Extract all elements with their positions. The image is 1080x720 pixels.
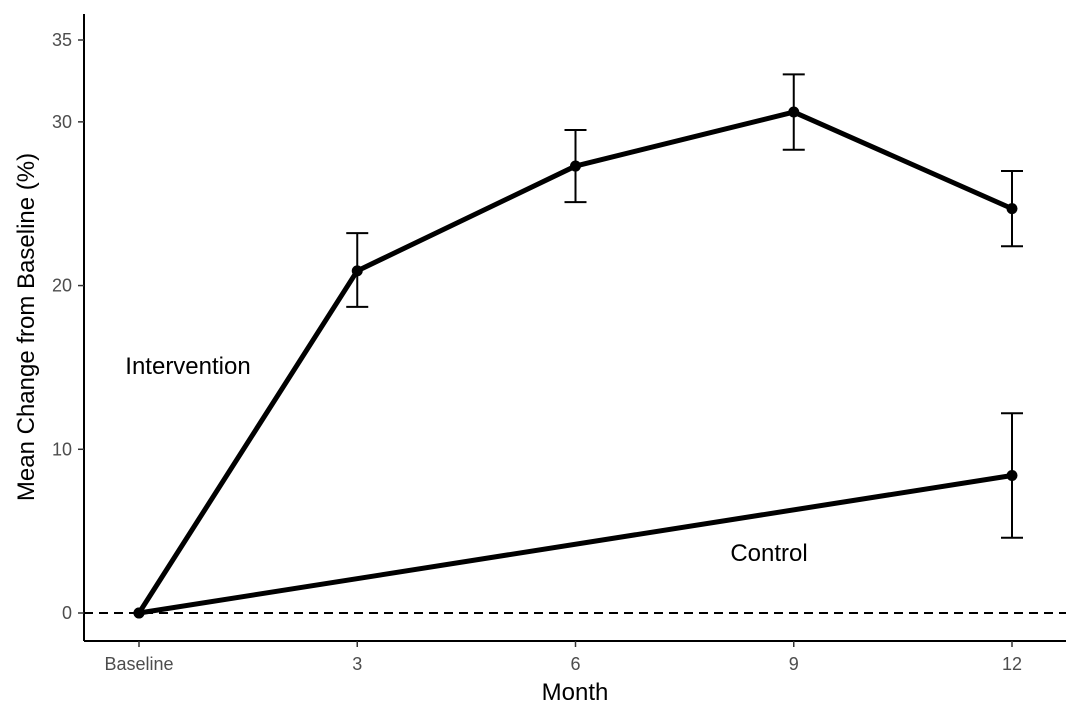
y-tick-label: 20 — [52, 276, 72, 296]
intervention-data-point — [788, 106, 800, 118]
y-axis-title: Mean Change from Baseline (%) — [13, 153, 40, 501]
y-tick-label: 10 — [52, 439, 72, 459]
control-data-point — [133, 607, 145, 619]
series-layer — [133, 73, 1023, 619]
intervention-data-point — [570, 160, 581, 172]
y-tick-label: 0 — [62, 603, 72, 623]
x-tick-label: Baseline — [104, 654, 173, 674]
axes-layer: 0 10 20 30 35 Baseline 3 6 9 12 — [52, 14, 1066, 674]
y-tick-label: 30 — [52, 112, 72, 132]
x-tick-label: 12 — [1002, 654, 1022, 674]
labels-layer: Intervention Control — [125, 353, 807, 567]
control-series-line — [138, 473, 1013, 616]
x-axis-title: Month — [542, 679, 609, 706]
intervention-series-label: Intervention — [125, 353, 250, 380]
control-data-point — [1006, 469, 1018, 481]
control-series-label: Control — [730, 540, 807, 567]
intervention-data-point — [351, 265, 363, 277]
intervention-data-point — [1006, 203, 1018, 215]
x-tick-label: 3 — [352, 654, 362, 674]
x-tick-label: 6 — [570, 654, 580, 674]
y-tick-label: 35 — [52, 30, 72, 50]
x-tick-label: 9 — [789, 654, 799, 674]
